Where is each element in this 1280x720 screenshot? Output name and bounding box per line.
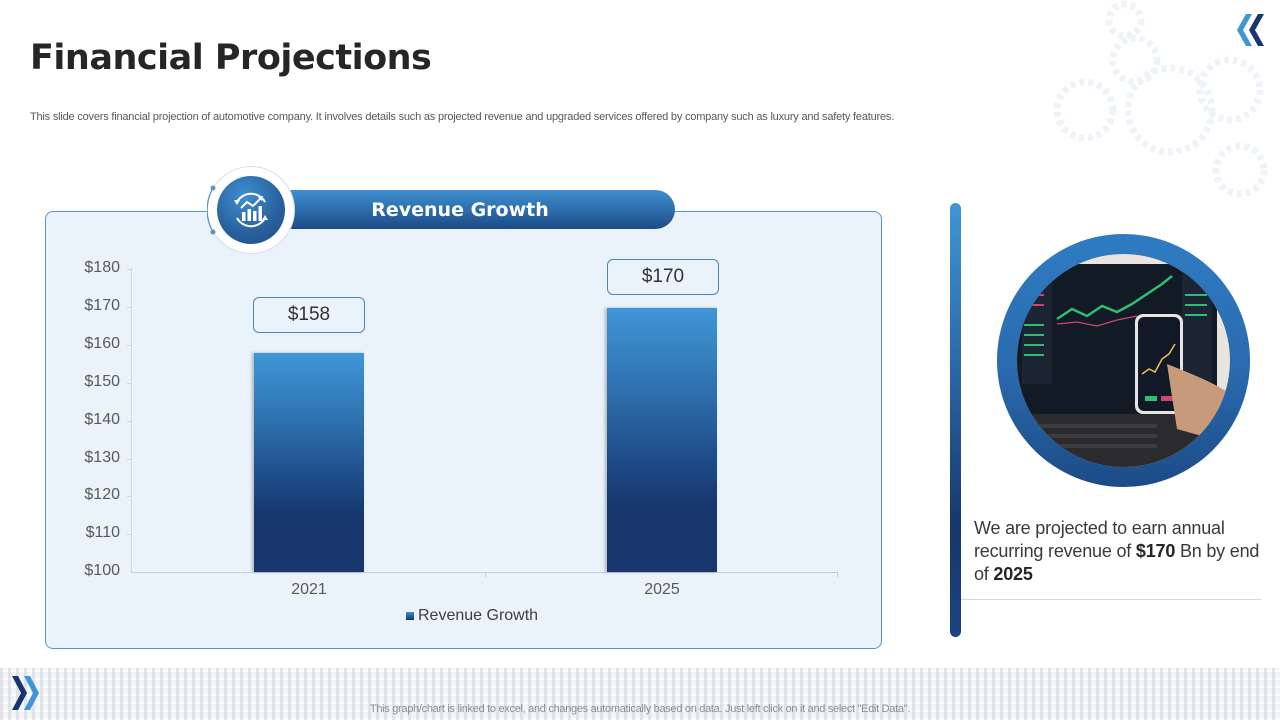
y-tick-label: $140 <box>84 411 120 428</box>
y-tick-mark <box>127 534 131 535</box>
footer-band <box>0 668 1280 720</box>
data-label-2025: $170 <box>607 259 719 295</box>
chart-header-label: Revenue Growth <box>371 199 549 221</box>
growth-chart-icon <box>217 176 285 244</box>
legend-swatch-icon <box>406 612 414 620</box>
y-tick-label: $150 <box>84 373 120 390</box>
y-tick-label: $100 <box>84 562 120 579</box>
bar-2021[interactable] <box>254 353 364 572</box>
chart-panel <box>45 211 882 649</box>
legend-label: Revenue Growth <box>418 607 539 624</box>
x-tick-mark <box>837 572 838 577</box>
callout-divider <box>961 599 1261 600</box>
x-tick-label: 2021 <box>291 581 327 598</box>
x-axis <box>131 572 838 573</box>
chart-legend: Revenue Growth <box>406 607 538 625</box>
bar-growth-glyph-icon <box>234 192 268 228</box>
forward-chevrons-icon[interactable] <box>10 674 46 712</box>
y-tick-label: $130 <box>84 449 120 466</box>
callout-year: 2025 <box>993 564 1033 584</box>
bar-2025[interactable] <box>607 308 717 572</box>
page-title: Financial Projections <box>30 38 432 78</box>
gears-background-icon <box>1053 0 1268 198</box>
y-tick-mark <box>127 345 131 346</box>
page-subtitle: This slide covers financial projection o… <box>30 111 895 123</box>
y-tick-mark <box>127 459 131 460</box>
y-tick-label: $180 <box>84 259 120 276</box>
y-tick-label: $110 <box>85 524 120 541</box>
data-label-2021: $158 <box>253 297 365 333</box>
callout-mid: Bn by end of <box>974 541 1260 584</box>
callout-amount: $170 <box>1135 541 1176 561</box>
y-tick-mark <box>127 421 131 422</box>
y-tick-label: $160 <box>84 335 120 352</box>
y-tick-mark <box>127 383 131 384</box>
trading-photo <box>1017 254 1230 467</box>
callout-prefix: We are projected to earn annual recurrin… <box>974 518 1225 561</box>
y-tick-label: $120 <box>84 486 120 503</box>
x-tick-label: 2025 <box>644 581 680 598</box>
vertical-accent-bar <box>950 203 961 637</box>
callout-text: We are projected to earn annual recurrin… <box>974 517 1264 586</box>
y-tick-mark <box>127 496 131 497</box>
y-tick-label: $170 <box>84 297 120 314</box>
back-chevrons-icon[interactable] <box>1234 12 1270 48</box>
y-tick-mark <box>127 269 131 270</box>
stock-trading-image-icon <box>1017 254 1230 467</box>
footer-note: This graph/chart is linked to excel, and… <box>369 703 911 715</box>
y-axis <box>131 268 132 573</box>
y-tick-mark <box>127 307 131 308</box>
x-tick-mark <box>485 572 486 577</box>
icon-ring-accent <box>207 185 216 235</box>
chart-header-pill: Revenue Growth <box>240 190 675 229</box>
